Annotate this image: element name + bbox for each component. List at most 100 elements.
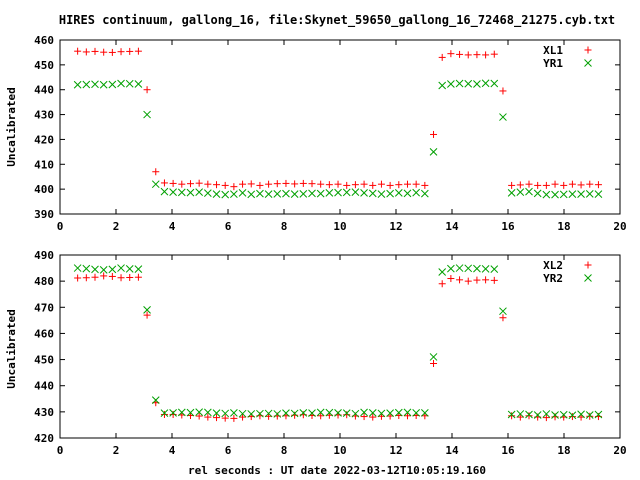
y-tick-label: 390 — [34, 208, 54, 221]
data-point — [108, 265, 117, 274]
data-point — [508, 181, 516, 189]
x-tick-label: 2 — [113, 444, 120, 457]
data-point — [473, 276, 481, 284]
data-point — [481, 79, 490, 88]
data-point — [265, 180, 273, 188]
data-point — [273, 180, 281, 188]
y-tick-label: 460 — [34, 327, 54, 340]
data-point — [430, 359, 438, 367]
x-tick-label: 12 — [389, 444, 402, 457]
data-point — [438, 81, 447, 90]
x-tick-label: 8 — [281, 220, 288, 233]
data-point — [586, 412, 594, 420]
data-point — [91, 273, 99, 281]
data-point — [482, 51, 490, 59]
y-tick-label: 420 — [34, 432, 54, 445]
data-point — [125, 79, 134, 88]
x-tick-label: 10 — [333, 220, 346, 233]
data-point — [559, 190, 568, 199]
data-point — [186, 180, 194, 188]
data-point — [438, 268, 447, 276]
data-point — [507, 189, 516, 197]
data-point — [386, 409, 394, 418]
data-point — [516, 413, 524, 421]
data-point — [195, 408, 204, 416]
y-tick-label: 400 — [34, 183, 54, 196]
bottom-panel: 0 2 4 6 8 10 12 14 16 18 20 420 430 440 450 460 470 480 49… — [34, 249, 627, 457]
data-point — [177, 188, 186, 197]
x-tick-label: 20 — [613, 444, 626, 457]
data-point — [585, 190, 594, 198]
x-tick-label: 2 — [113, 220, 120, 233]
data-point — [585, 411, 594, 419]
data-point — [299, 190, 308, 198]
data-point — [212, 190, 221, 198]
data-point — [360, 180, 368, 188]
data-point — [525, 187, 533, 196]
data-point — [351, 409, 360, 418]
data-point — [230, 414, 238, 422]
data-point — [438, 280, 446, 288]
x-tick-label: 10 — [333, 444, 346, 457]
data-point — [264, 190, 273, 198]
data-point — [542, 190, 551, 199]
data-point — [151, 396, 160, 404]
data-point — [117, 48, 125, 56]
x-tick-label: 6 — [225, 220, 232, 233]
data-point — [125, 265, 134, 273]
data-point — [490, 50, 498, 58]
data-point — [447, 50, 455, 58]
data-point — [447, 275, 455, 283]
data-point — [499, 314, 507, 322]
data-point — [82, 274, 90, 282]
data-point — [420, 189, 429, 198]
data-point — [542, 414, 550, 422]
data-point — [464, 264, 473, 273]
data-point — [403, 180, 411, 188]
x-tick-label: 4 — [169, 220, 176, 233]
data-point — [143, 311, 151, 319]
data-point — [343, 411, 351, 419]
y-tick-label: 410 — [34, 158, 54, 171]
y-tick-label: 450 — [34, 59, 54, 72]
data-point — [316, 408, 325, 417]
data-point — [247, 180, 255, 188]
data-point — [108, 48, 116, 56]
data-point — [360, 189, 368, 197]
data-point — [342, 188, 351, 197]
data-point — [230, 190, 238, 198]
data-point — [438, 53, 446, 61]
data-point — [464, 79, 473, 88]
y-tick-label: 450 — [34, 354, 54, 367]
data-point — [421, 181, 429, 189]
data-point — [73, 80, 82, 89]
y-tick-label: 420 — [34, 133, 54, 146]
data-point — [91, 47, 99, 55]
x-tick-label: 6 — [225, 444, 232, 457]
data-point — [143, 306, 151, 314]
legend-marker-yr2 — [584, 274, 592, 282]
data-point — [282, 189, 290, 198]
data-point — [238, 189, 247, 197]
data-point — [126, 273, 134, 281]
data-point — [386, 189, 394, 198]
data-point — [221, 190, 230, 199]
x-tick-label: 16 — [501, 444, 515, 457]
data-point — [490, 265, 499, 273]
data-point — [74, 274, 82, 282]
data-point — [160, 179, 168, 187]
data-point — [394, 408, 403, 417]
data-point — [577, 410, 585, 419]
series-yr1 — [73, 79, 603, 199]
data-point — [394, 189, 403, 197]
data-point — [481, 265, 490, 273]
x-tick-label: 18 — [557, 220, 570, 233]
data-point — [317, 180, 325, 188]
data-point — [117, 79, 125, 88]
data-point — [117, 274, 125, 282]
data-point — [203, 408, 212, 417]
data-point — [204, 413, 212, 421]
x-tick-label: 4 — [169, 444, 176, 457]
data-point — [203, 189, 212, 197]
data-point — [99, 80, 108, 89]
